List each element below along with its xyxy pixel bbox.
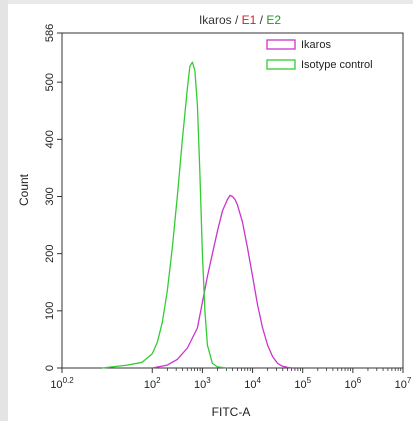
legend-label-ikaros: Ikaros — [301, 39, 331, 51]
y-axis-label: Count — [17, 173, 31, 206]
title-part-1: / — [232, 13, 242, 27]
x-tick-label: 106 — [345, 376, 362, 391]
x-axis-label: FITC-A — [212, 405, 251, 419]
plot-area — [61, 32, 404, 369]
x-tick-label: 105 — [294, 376, 311, 391]
left-border-strip — [0, 0, 8, 421]
title-part-4: E2 — [266, 13, 281, 27]
legend-label-isotype-control: Isotype control — [301, 59, 373, 71]
title-part-2: E1 — [242, 13, 257, 27]
chart-title-text: Ikaros / E1 / E2 — [199, 13, 281, 27]
x-tick-label: 104 — [244, 376, 261, 391]
top-border-strip — [0, 0, 413, 4]
series-line-ikaros — [152, 194, 293, 369]
chart-legend: Ikaros Isotype control — [266, 39, 373, 71]
legend-swatch-ikaros — [266, 39, 296, 50]
chart-title: Ikaros / E1 / E2 — [199, 13, 281, 27]
title-part-3: / — [256, 13, 266, 27]
plot-frame — [61, 32, 404, 369]
series-line-isotype-control — [102, 61, 228, 369]
x-tick-label: 107 — [395, 376, 412, 391]
y-tick-label: 200 — [44, 244, 56, 262]
y-tick-label: 400 — [44, 130, 56, 148]
title-part-0: Ikaros — [199, 13, 232, 27]
x-axis: 100.2 102 103 104 105 106 107 — [50, 368, 412, 391]
y-tick-label: 100 — [44, 302, 56, 320]
legend-swatch-isotype-control — [266, 59, 296, 70]
y-tick-label: 300 — [44, 187, 56, 205]
y-tick-label: 586 — [44, 24, 56, 42]
y-tick-label: 0 — [44, 365, 56, 371]
x-tick-label: 102 — [144, 376, 161, 391]
y-axis: 0 100 200 300 400 500 586 — [44, 24, 62, 371]
x-tick-label: 100.2 — [50, 376, 74, 391]
x-tick-label: 103 — [194, 376, 211, 391]
y-tick-label: 500 — [44, 73, 56, 91]
